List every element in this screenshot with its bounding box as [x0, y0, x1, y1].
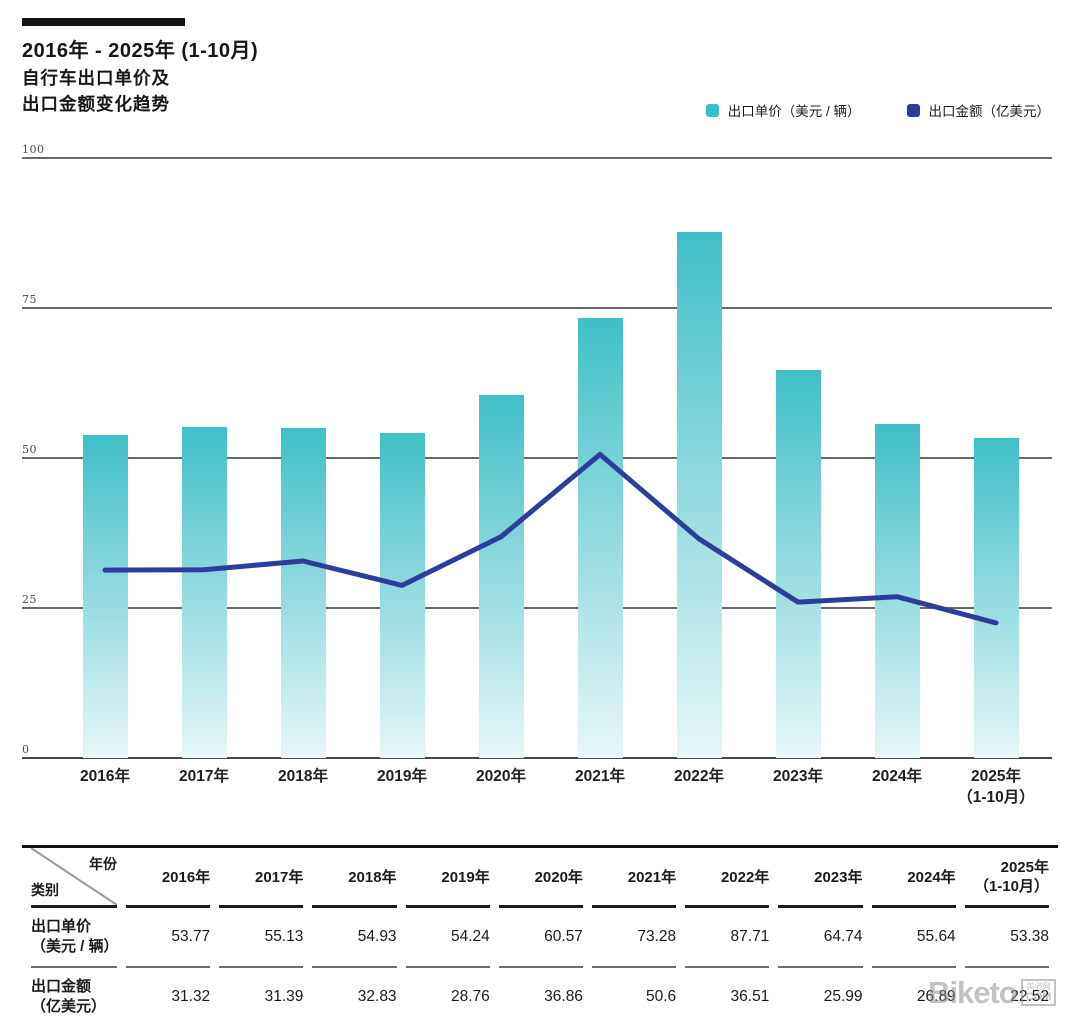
x-label-2025年: 2025年 （1-10月） — [957, 768, 1035, 806]
table-col-header: 2024年 — [871, 848, 956, 908]
gridline-25 — [22, 607, 1052, 609]
chart-title: 2016年 - 2025年 (1-10月) 自行车出口单价及 出口金额变化趋势 — [22, 38, 258, 117]
line-swatch-icon — [906, 103, 920, 117]
legend-item-unit-price: 出口单价（美元 / 辆） — [705, 100, 861, 120]
x-label-2020年: 2020年 — [476, 768, 526, 785]
bar-2019年 — [379, 432, 425, 758]
y-tick-label-50: 50 — [22, 443, 37, 456]
plot-area: 100 75 50 25 0 — [22, 143, 1052, 759]
title-accent-bar — [22, 18, 185, 26]
table-cell-value: 64.74 — [778, 908, 863, 968]
row-label: 出口单价 （美元 / 辆） — [31, 908, 119, 968]
y-tick-label-25: 25 — [22, 593, 37, 606]
gridline-50 — [22, 457, 1052, 459]
table-cell-value: 36.86 — [544, 988, 583, 1005]
x-label-2022年: 2022年 — [674, 768, 724, 785]
y-tick-label-100: 100 — [22, 143, 45, 156]
x-label-2018年: 2018年 — [278, 768, 328, 785]
x-axis-line — [22, 757, 1052, 759]
gridline-100 — [22, 157, 1052, 159]
table-cell-value: 54.24 — [405, 908, 490, 968]
bar-2023年 — [775, 369, 821, 758]
table-col-header: 2021年 — [591, 848, 677, 908]
watermark-box-line2: COM — [1025, 991, 1052, 1003]
bar-2016年 — [82, 435, 128, 758]
x-axis-labels: 2016年 2017年 2018年 2019年 2020年 2021年 2022年 2023年… — [22, 766, 1052, 824]
table-col-header: 2023年 — [778, 848, 863, 908]
table-cell-value: 36.51 — [730, 988, 770, 1005]
y-tick-label-75: 75 — [22, 293, 37, 306]
bar-2021年 — [577, 318, 623, 758]
watermark-logo-box: 美骑网 COM — [1020, 979, 1057, 1006]
table-col-header: 2016年 — [126, 848, 211, 908]
x-label-2023年: 2023年 — [773, 768, 823, 785]
bar-2024年 — [874, 424, 920, 758]
gridline-75 — [22, 307, 1052, 309]
table-cell-value: 73.28 — [591, 908, 677, 968]
y-tick-label-0: 0 — [22, 743, 30, 756]
table-cell-value: 22.52 — [1010, 988, 1049, 1005]
row-label-unit: （亿美元） — [31, 998, 107, 1015]
watermark-box-line1: 美骑网 — [1026, 982, 1051, 991]
table-col-header-note: （1-10月） — [973, 878, 1049, 895]
table-header-row: 年份 类别 2016年 2017年 2018年 2019年 2020年 2021年 2022… — [31, 848, 1049, 908]
chart-legend: 出口单价（美元 / 辆） 出口金额（亿美元） — [705, 100, 1051, 120]
corner-label-category: 类别 — [31, 882, 59, 898]
table-corner-cell: 年份 类别 — [31, 848, 117, 908]
table-cell-value: 32.83 — [357, 988, 397, 1005]
data-table-wrapper: 年份 类别 2016年 2017年 2018年 2019年 2020年 2021年 2022… — [22, 845, 1058, 1026]
x-label-2019年: 2019年 — [377, 768, 427, 785]
legend-label: 出口单价（美元 / 辆） — [727, 104, 861, 119]
x-label-2024年: 2024年 — [872, 768, 922, 785]
table-col-header: 2020年 — [498, 848, 583, 908]
table-row: 出口单价 （美元 / 辆） 53.77 55.13 54.93 54.24 60.57 73.… — [31, 908, 1049, 968]
export-amount-line-series — [102, 451, 999, 626]
table-row: 出口金额 （亿美元） 31.32 31.39 32.83 28.76 36.86 50.6 36… — [31, 968, 1049, 1026]
table-col-header: 2022年 — [685, 848, 770, 908]
title-line-3: 出口金额变化趋势 — [22, 94, 170, 114]
title-line-years: 2016年 - 2025年 (1-10月) — [22, 40, 259, 62]
bar-swatch-icon — [705, 103, 719, 117]
corner-label-year: 年份 — [89, 856, 117, 872]
table-col-header: 2025年 （1-10月） — [964, 848, 1049, 908]
data-table: 年份 类别 2016年 2017年 2018年 2019年 2020年 2021年 2022… — [22, 848, 1058, 1026]
bar-2017年 — [181, 427, 227, 758]
biketo-watermark: Biketo 美骑网 COM — [928, 975, 1057, 1010]
row-label-unit: （美元 / 辆） — [31, 938, 119, 955]
bar-2020年 — [478, 394, 524, 758]
bar-2018年 — [280, 428, 326, 758]
table-col-header: 2019年 — [405, 848, 490, 908]
table-col-header: 2017年 — [219, 848, 304, 908]
legend-label: 出口金额（亿美元） — [928, 104, 1051, 119]
table-cell-value: 53.77 — [126, 908, 211, 968]
x-label-2016年: 2016年 — [80, 768, 130, 785]
row-label: 出口金额 （亿美元） — [31, 978, 107, 1015]
table-cell-value: 60.57 — [498, 908, 583, 968]
corner-diagonal-line — [31, 848, 117, 905]
table-cell-value: 26.89 — [916, 988, 956, 1005]
bar-2025年 — [973, 437, 1019, 758]
table-cell-value: 55.13 — [219, 908, 304, 968]
table-cell-value: 31.39 — [264, 988, 304, 1005]
table-cell-value: 31.32 — [171, 988, 211, 1005]
table-col-header: 2018年 — [312, 848, 397, 908]
table-cell-value: 25.99 — [823, 988, 863, 1005]
x-label-2021年: 2021年 — [575, 768, 625, 785]
x-label-partial-year-note: （1-10月） — [957, 789, 1035, 806]
watermark-text: Biketo — [928, 975, 1018, 1010]
legend-item-export-amount: 出口金额（亿美元） — [906, 100, 1051, 120]
x-label-2017年: 2017年 — [179, 768, 229, 785]
table-cell-value: 55.64 — [871, 908, 956, 968]
table-cell-value: 50.6 — [645, 988, 677, 1005]
table-cell-value: 54.93 — [312, 908, 397, 968]
title-line-2: 自行车出口单价及 — [22, 68, 170, 88]
table-cell-value: 28.76 — [450, 988, 490, 1005]
bar-2022年 — [676, 231, 722, 758]
table-cell-value: 53.38 — [964, 908, 1049, 968]
table-cell-value: 87.71 — [685, 908, 770, 968]
